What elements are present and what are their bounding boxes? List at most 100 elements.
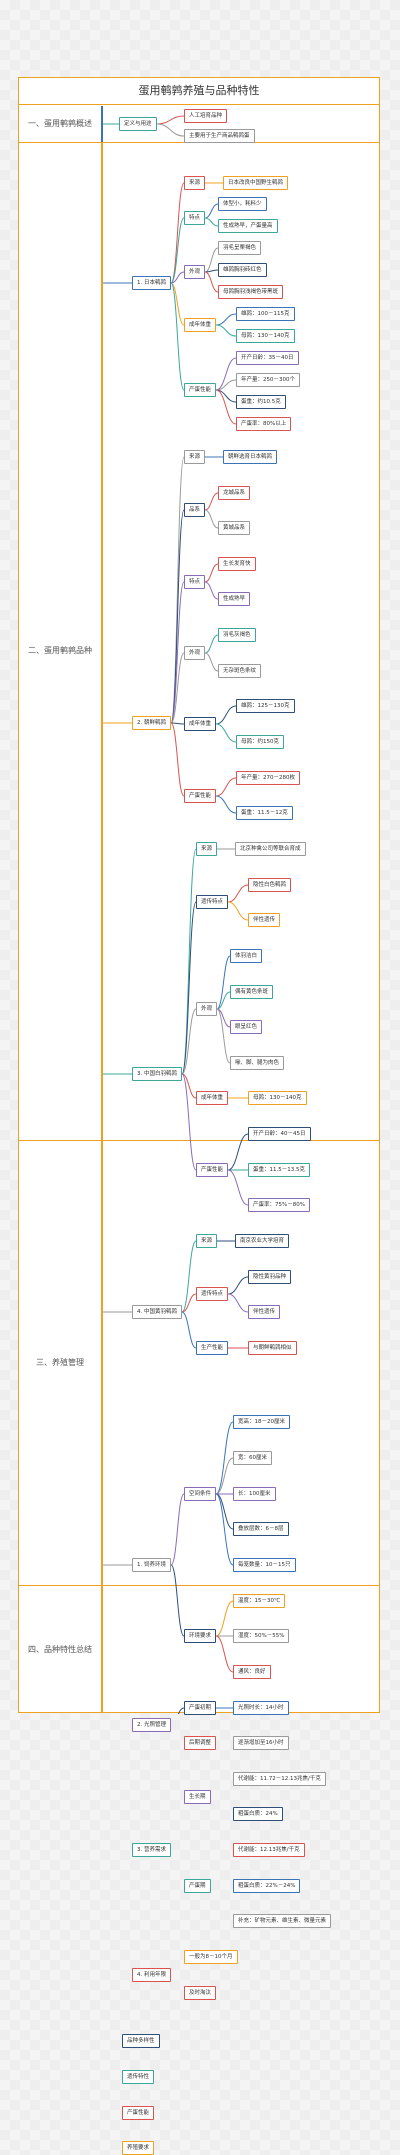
node-jp-p1[interactable]: 开产日龄：35－40日 <box>236 351 299 365</box>
node-cw-l3[interactable]: 眼呈红色 <box>230 1020 263 1035</box>
node-space-s2[interactable]: 宽：60厘米 <box>233 1451 272 1466</box>
node-environment[interactable]: 1. 饲养环境 <box>132 1558 171 1572</box>
node-jp-feature[interactable]: 特点 <box>184 211 206 225</box>
node-space-s3[interactable]: 长：100厘米 <box>233 1486 276 1501</box>
node-jp-perf[interactable]: 产蛋性能 <box>184 383 217 397</box>
node-chinese-white-quail[interactable]: 3. 中国白羽鹌鹑 <box>132 1067 182 1082</box>
node-lay-y2[interactable]: 粗蛋白质：22%－24% <box>233 1878 301 1893</box>
node-artificial-breed[interactable]: 人工培育品种 <box>184 109 228 123</box>
node-lay-y1[interactable]: 代谢能：12.13兆焦/千克 <box>233 1843 305 1858</box>
node-lay-y3[interactable]: 补充：矿物元素、维生素、微量元素 <box>233 1914 332 1929</box>
node-korean-quail[interactable]: 2. 朝鲜鹌鹑 <box>132 715 171 730</box>
node-ko-look[interactable]: 外观 <box>184 645 206 660</box>
node-space-s4[interactable]: 叠放层数：6－8层 <box>233 1522 289 1537</box>
node-jp-source[interactable]: 来源 <box>184 176 206 190</box>
node-env-r3[interactable]: 通风：良好 <box>233 1664 271 1679</box>
node-jp-p3[interactable]: 蛋重：约10.5克 <box>236 395 286 409</box>
node-light-early-value[interactable]: 光照时长：14小时 <box>233 1700 289 1715</box>
node-usage-u2[interactable]: 及时淘汰 <box>184 1985 217 2000</box>
node-ko-ln1[interactable]: 龙城品系 <box>218 485 251 500</box>
node-ko-feature[interactable]: 特点 <box>184 574 206 589</box>
node-main-use[interactable]: 主要用于生产商品鹌鹑蛋 <box>184 129 255 143</box>
node-cw-l1[interactable]: 体羽洁白 <box>230 948 263 963</box>
node-ko-p1[interactable]: 年产量：270－280枚 <box>236 770 300 785</box>
node-ko-ln2[interactable]: 黄城品系 <box>218 521 251 536</box>
node-jp-source-value[interactable]: 日本改良中国野生鹌鹑 <box>223 176 289 190</box>
node-grow-g1[interactable]: 代谢能：11.72－12.13兆焦/千克 <box>233 1771 326 1786</box>
connector-node-jp-look <box>170 271 185 284</box>
node-jp-p4[interactable]: 产蛋率：80%以上 <box>236 417 292 431</box>
node-cw-genetic[interactable]: 遗传特点 <box>196 895 229 910</box>
node-cy-p1[interactable]: 与朝鲜鹌鹑相似 <box>248 1340 297 1355</box>
node-cy-g1[interactable]: 隐性黄羽品种 <box>248 1269 292 1284</box>
node-ko-l1[interactable]: 羽毛灰褐色 <box>218 628 256 643</box>
node-definition[interactable]: 定义与用途 <box>119 117 157 131</box>
connector-node-ko-weight <box>170 722 185 725</box>
node-cw-p2[interactable]: 蛋重：11.5－13.5克 <box>248 1162 310 1177</box>
node-space-s5[interactable]: 每笼数量：10－15只 <box>233 1558 296 1572</box>
node-jp-l1[interactable]: 羽毛呈栗褐色 <box>218 241 262 255</box>
node-summary-b[interactable]: 遗传特性 <box>122 2069 155 2084</box>
node-ko-perf[interactable]: 产蛋性能 <box>184 788 217 803</box>
node-ko-source-value[interactable]: 朝鲜选育日本鹌鹑 <box>223 449 278 464</box>
node-ko-line[interactable]: 品系 <box>184 503 206 518</box>
connector-node-space-s1 <box>215 1421 234 1495</box>
node-ko-f2[interactable]: 性成熟早 <box>218 592 251 607</box>
node-ko-f1[interactable]: 生长发育快 <box>218 556 256 571</box>
node-jp-f1[interactable]: 体型小，耗料少 <box>218 197 267 211</box>
node-cw-p3[interactable]: 产蛋率：75%－80% <box>248 1198 310 1213</box>
node-ko-l2[interactable]: 无杂斑色条纹 <box>218 663 262 678</box>
node-ko-weight[interactable]: 成年体重 <box>184 717 217 732</box>
node-grow-g2[interactable]: 粗蛋白质：24% <box>233 1807 283 1822</box>
node-ko-p2[interactable]: 蛋重：11.5－12克 <box>236 806 293 821</box>
node-cw-p1[interactable]: 开产日龄：40－45日 <box>248 1127 311 1142</box>
node-jp-l2[interactable]: 雄鹑胸羽砖红色 <box>218 263 267 277</box>
node-cy-perf[interactable]: 生产性能 <box>196 1340 229 1355</box>
node-cw-w1[interactable]: 母鹑：130－140克 <box>248 1091 307 1106</box>
node-ko-w2[interactable]: 母鹑：约150克 <box>236 735 284 750</box>
node-cw-source-value[interactable]: 北京种禽公司等联合育成 <box>235 841 306 856</box>
node-env-req[interactable]: 环境要求 <box>184 1629 217 1644</box>
node-cy-source[interactable]: 来源 <box>196 1234 218 1248</box>
node-cy-genetic[interactable]: 遗传特点 <box>196 1287 229 1302</box>
node-chinese-yellow-quail[interactable]: 4. 中国黄羽鹌鹑 <box>132 1305 182 1320</box>
node-cw-l2[interactable]: 偶有黄色条斑 <box>230 984 274 999</box>
node-ko-w1[interactable]: 雄鹑：125－130克 <box>236 699 295 714</box>
node-light-early[interactable]: 产蛋初期 <box>184 1700 217 1715</box>
node-space[interactable]: 空间条件 <box>184 1486 217 1501</box>
node-cy-g2[interactable]: 伴性遗传 <box>248 1305 281 1320</box>
node-summary-c[interactable]: 产蛋性能 <box>122 2105 155 2120</box>
node-jp-weight[interactable]: 成年体重 <box>184 318 217 332</box>
node-jp-p2[interactable]: 年产量：250－300个 <box>236 373 300 387</box>
node-japanese-quail[interactable]: 1. 日本鹌鹑 <box>132 276 171 290</box>
section-divider <box>19 1140 379 1141</box>
node-jp-l3[interactable]: 母鹑胸羽浅褐色带黑斑 <box>218 285 284 299</box>
node-grow[interactable]: 生长期 <box>184 1789 211 1804</box>
node-cw-l4[interactable]: 喙、脚、腿为肉色 <box>230 1055 285 1070</box>
node-jp-f2[interactable]: 性成熟早，产蛋量高 <box>218 219 278 233</box>
node-cw-look[interactable]: 外观 <box>196 1002 218 1017</box>
node-usage-u1[interactable]: 一般为8－10个月 <box>184 1950 238 1965</box>
node-light-late-value[interactable]: 逐渐增加至16小时 <box>233 1736 289 1751</box>
node-env-r2[interactable]: 湿度：50%－55% <box>233 1629 290 1644</box>
node-lay[interactable]: 产蛋期 <box>184 1878 211 1893</box>
node-summary-d[interactable]: 养殖要求 <box>122 2141 155 2155</box>
node-nutrition[interactable]: 3. 营养需求 <box>132 1843 171 1858</box>
node-cw-g2[interactable]: 伴性遗传 <box>248 913 281 928</box>
node-env-r1[interactable]: 温度：15－30℃ <box>233 1593 286 1608</box>
node-jp-look[interactable]: 外观 <box>184 265 206 279</box>
node-cw-weight[interactable]: 成年体重 <box>196 1091 229 1106</box>
node-cy-source-value[interactable]: 南京农业大学培育 <box>235 1234 290 1248</box>
node-space-s1[interactable]: 宽高：18－20厘米 <box>233 1415 290 1430</box>
node-cw-g1[interactable]: 隐性白色鹌鹑 <box>248 877 292 892</box>
node-light[interactable]: 2. 光照管理 <box>132 1718 171 1733</box>
node-light-late[interactable]: 后期调整 <box>184 1736 217 1751</box>
node-usage-years[interactable]: 4. 利用年限 <box>132 1967 171 1982</box>
node-jp-w1[interactable]: 雄鹑：100－115克 <box>236 307 295 321</box>
node-cw-perf[interactable]: 产蛋性能 <box>196 1162 229 1177</box>
node-jp-w2[interactable]: 母鹑：130－140克 <box>236 329 295 343</box>
node-summary-a[interactable]: 品种多样性 <box>122 2034 160 2049</box>
node-ko-source[interactable]: 来源 <box>184 449 206 464</box>
section-3-label: 三、养殖管理 <box>36 1358 84 1367</box>
node-cw-source[interactable]: 来源 <box>196 841 218 856</box>
